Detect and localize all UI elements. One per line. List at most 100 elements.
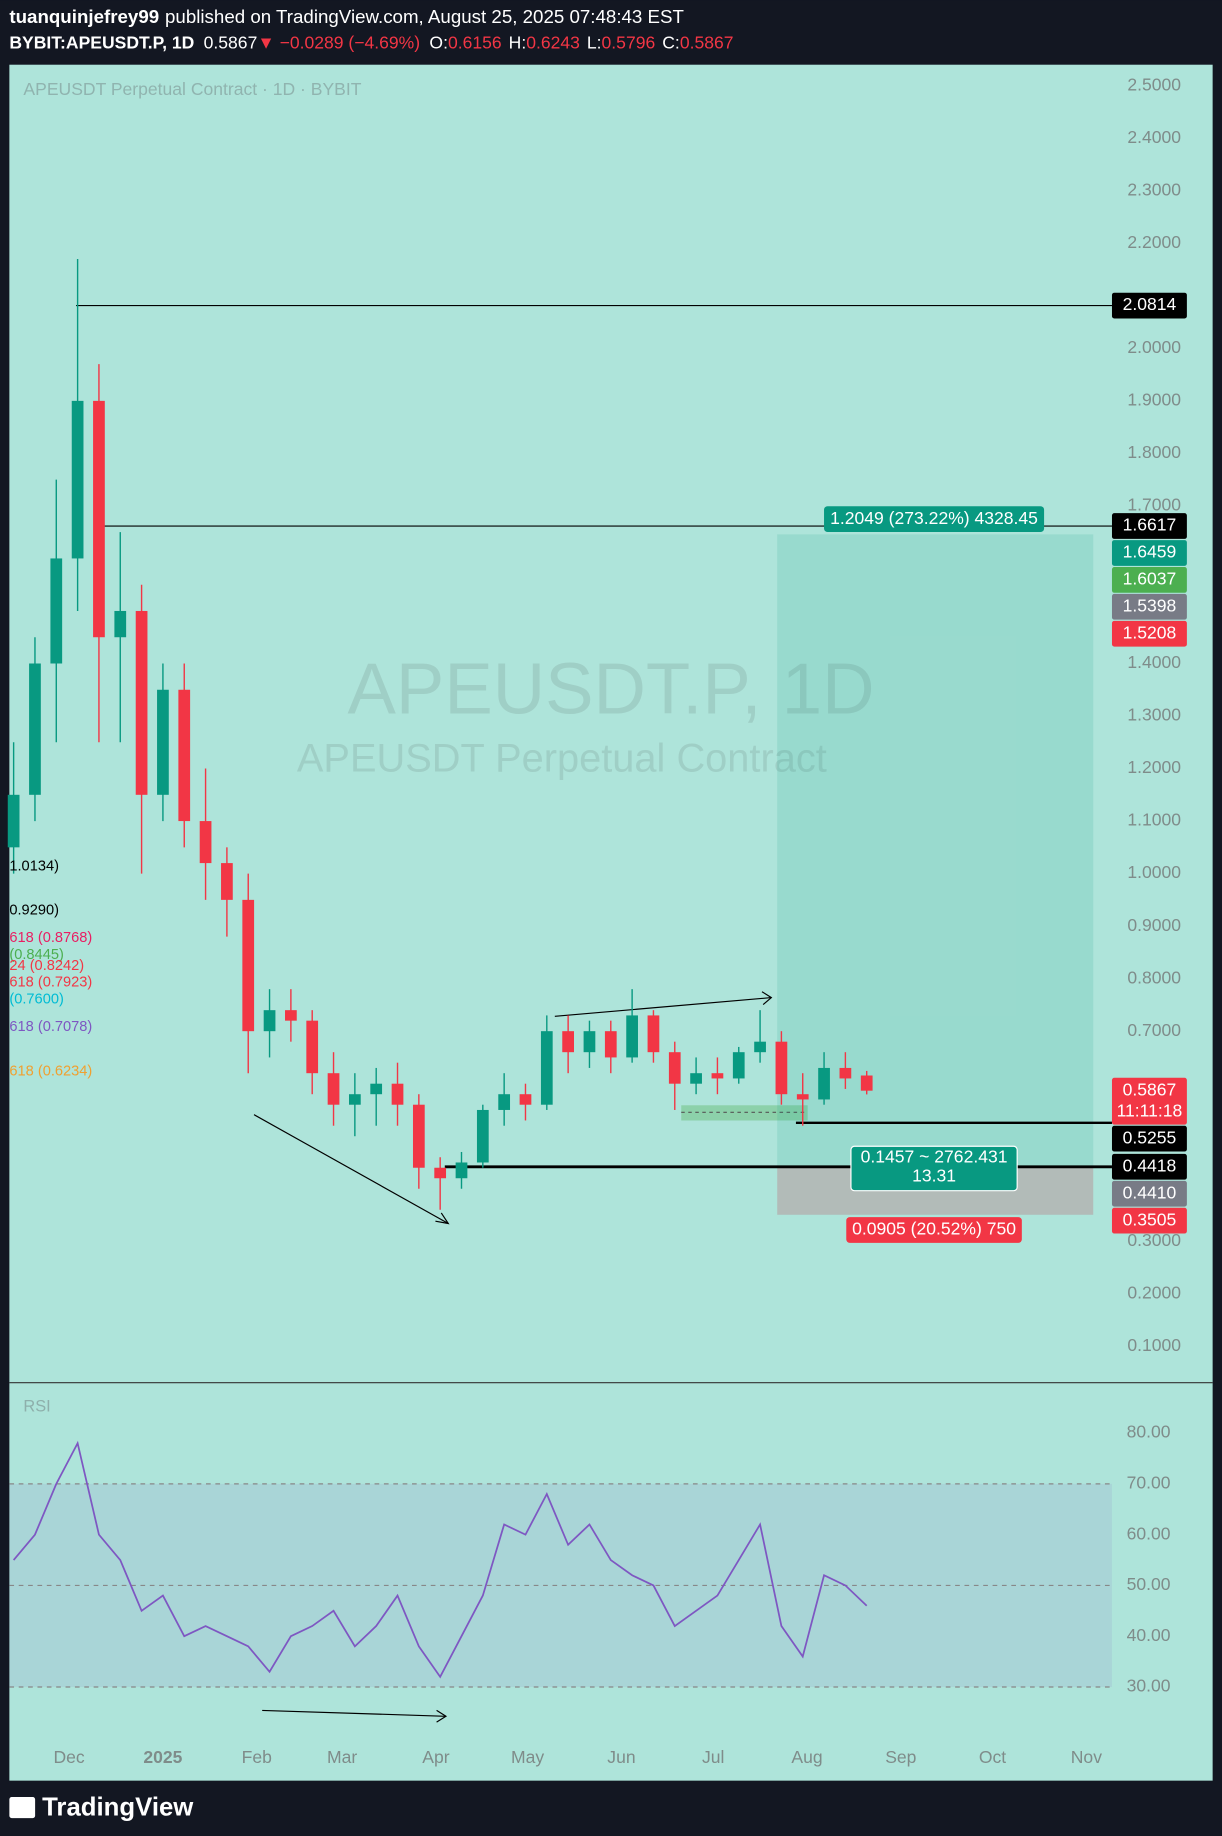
y-tick-label: 2.0000 bbox=[1127, 337, 1181, 357]
x-tick-label: Mar bbox=[327, 1747, 357, 1767]
pane-title: APEUSDT Perpetual Contract · 1D · BYBIT bbox=[23, 79, 361, 99]
fib-label: 618 (0.8768) bbox=[9, 930, 92, 946]
price-label: 0.5867 bbox=[1123, 1079, 1177, 1099]
price-label: 1.6459 bbox=[1123, 542, 1177, 562]
candle-body bbox=[263, 1010, 276, 1032]
candle-body bbox=[348, 1094, 361, 1105]
candle-body bbox=[604, 1031, 617, 1058]
candle-body bbox=[711, 1073, 724, 1079]
price-label-bg bbox=[1111, 540, 1187, 566]
y-tick-label: 2.5000 bbox=[1127, 74, 1181, 94]
rsi-title: RSI bbox=[23, 1398, 50, 1416]
price-label-bg bbox=[1111, 567, 1187, 593]
y-tick-label: 0.1000 bbox=[1127, 1335, 1181, 1355]
chart-panel bbox=[9, 64, 1213, 1781]
y-tick-label: 1.3000 bbox=[1127, 705, 1181, 725]
watermark: APEUSDT.P, 1D bbox=[348, 649, 875, 730]
candle-body bbox=[178, 689, 191, 822]
fib-label: 0.9290) bbox=[9, 903, 59, 919]
fib-label: (0.8445) bbox=[9, 947, 63, 963]
candle-body bbox=[50, 558, 63, 664]
y-tick-label: 1.2000 bbox=[1127, 757, 1181, 777]
price-label: 0.4418 bbox=[1123, 1155, 1177, 1175]
candle-body bbox=[29, 663, 41, 795]
y-tick-label: 0.8000 bbox=[1127, 967, 1181, 987]
candle-body bbox=[796, 1094, 809, 1100]
candle-body bbox=[818, 1067, 830, 1100]
target-zone bbox=[777, 534, 1094, 1168]
footer: TradingView bbox=[9, 1794, 194, 1822]
y-tick-label: 1.9000 bbox=[1127, 390, 1181, 410]
symbol: BYBIT:APEUSDT.P, 1D bbox=[9, 32, 194, 52]
ohlc-value: 0.6243 bbox=[526, 32, 580, 52]
y-tick-label: 1.1000 bbox=[1127, 810, 1181, 830]
x-tick-label: 2025 bbox=[143, 1747, 182, 1767]
rsi-tick-label: 40.00 bbox=[1127, 1625, 1171, 1645]
published: published on TradingView.com, August 25,… bbox=[165, 6, 684, 27]
fib-label: 618 (0.7923) bbox=[9, 975, 92, 991]
x-tick-label: Jul bbox=[702, 1747, 724, 1767]
price-label-bg bbox=[1111, 1207, 1187, 1234]
y-tick-label: 1.7000 bbox=[1127, 495, 1181, 515]
candle-body bbox=[412, 1104, 425, 1168]
price-label: 0.5255 bbox=[1123, 1127, 1177, 1147]
change: ▼ −0.0289 (−4.69%) bbox=[257, 32, 420, 52]
rsi-line bbox=[12, 1440, 868, 1679]
symbol-line: BYBIT:APEUSDT.P, 1D 0.5867 ▼ −0.0289 (−4.6… bbox=[9, 32, 733, 52]
candle-body bbox=[647, 1015, 660, 1053]
candle-body bbox=[583, 1031, 596, 1053]
x-tick-label: Sep bbox=[885, 1747, 916, 1767]
candle-body bbox=[71, 400, 84, 559]
stop-label: 0.0905 (20.52%) 750 bbox=[852, 1219, 1016, 1239]
rsi-tick-label: 60.00 bbox=[1127, 1523, 1171, 1543]
annotations bbox=[253, 991, 773, 1723]
candle-body bbox=[135, 610, 148, 795]
candle-body bbox=[327, 1073, 340, 1105]
x-tick-label: Apr bbox=[422, 1747, 449, 1767]
y-tick-label: 0.2000 bbox=[1127, 1282, 1181, 1302]
stop-label-bg bbox=[846, 1217, 1022, 1243]
candle-body bbox=[668, 1052, 681, 1084]
ohlc-label: O: bbox=[429, 32, 448, 52]
candle-body bbox=[839, 1067, 852, 1079]
candle-body bbox=[732, 1052, 745, 1079]
ohlc-label: C: bbox=[662, 32, 680, 52]
candle-body bbox=[306, 1020, 319, 1074]
fib-label: 618 (0.6234) bbox=[9, 1063, 92, 1079]
price-label-bg bbox=[1111, 1180, 1187, 1207]
x-tick-label: Aug bbox=[791, 1747, 822, 1767]
rsi-tick-label: 50.00 bbox=[1127, 1574, 1171, 1594]
countdown: 11:11:18 bbox=[1117, 1100, 1183, 1120]
price-label-bg bbox=[1111, 513, 1187, 539]
price-label: 2.0814 bbox=[1123, 294, 1177, 314]
candle-body bbox=[93, 400, 105, 638]
y-tick-label: 2.3000 bbox=[1127, 179, 1181, 199]
y-tick-label: 1.4000 bbox=[1127, 652, 1181, 672]
rsi-tick-label: 70.00 bbox=[1127, 1472, 1171, 1492]
candle-body bbox=[114, 610, 127, 638]
rsi-tick-label: 30.00 bbox=[1127, 1676, 1171, 1696]
price-label-bg bbox=[1111, 1153, 1187, 1180]
fib-label: 24 (0.8242) bbox=[9, 958, 84, 974]
candle-body bbox=[775, 1041, 788, 1095]
x-tick-label: Nov bbox=[1071, 1747, 1102, 1767]
logo bbox=[9, 1797, 36, 1819]
x-tick-label: Jun bbox=[607, 1747, 635, 1767]
ohlc-value: 0.5867 bbox=[680, 32, 734, 52]
candle-body bbox=[242, 899, 255, 1032]
trend-arrow bbox=[253, 1114, 449, 1225]
author: tuanquinjefrey99 bbox=[9, 6, 159, 27]
target-label-bg bbox=[824, 506, 1045, 532]
candle-body bbox=[199, 821, 212, 864]
fib-label: 618 (0.7078) bbox=[9, 1019, 92, 1035]
price-label-bg bbox=[1111, 593, 1187, 620]
arrow-head bbox=[435, 1212, 450, 1225]
x-tick-label: Feb bbox=[242, 1747, 272, 1767]
ohlc-value: 0.5796 bbox=[602, 32, 656, 52]
candle-body bbox=[221, 863, 233, 900]
fib-label: (0.7600) bbox=[9, 992, 63, 1008]
candle-body bbox=[7, 794, 20, 848]
price-label: 0.3505 bbox=[1123, 1209, 1177, 1229]
